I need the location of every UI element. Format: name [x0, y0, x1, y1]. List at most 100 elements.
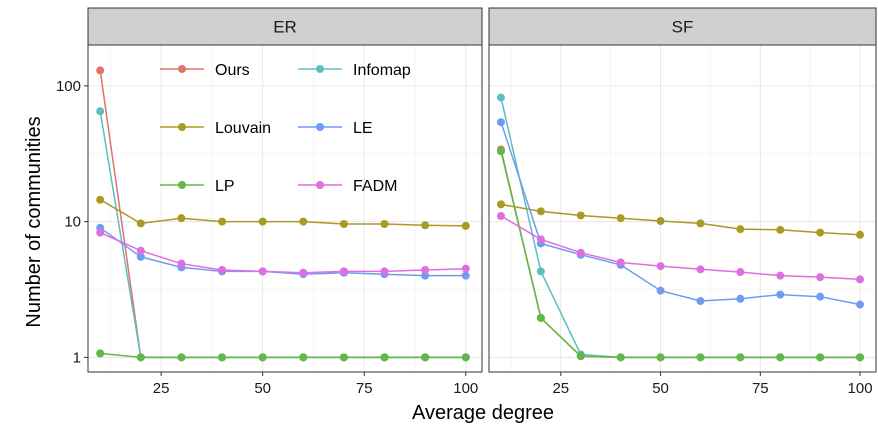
data-point-louvain — [816, 228, 825, 237]
data-point-louvain — [736, 225, 745, 234]
data-point-louvain — [696, 219, 705, 228]
data-point-lp — [776, 353, 785, 362]
data-point-fadm — [177, 259, 186, 268]
data-point-fadm — [96, 228, 105, 237]
x-tick-label: 100 — [453, 380, 478, 397]
data-point-fadm — [736, 268, 745, 277]
data-point-lp — [136, 353, 145, 362]
data-point-le — [461, 271, 470, 280]
plot-background — [88, 45, 482, 372]
data-point-lp — [696, 353, 705, 362]
data-point-louvain — [656, 217, 665, 226]
data-point-fadm — [421, 266, 430, 275]
data-point-infomap — [496, 93, 505, 102]
legend-label: LE — [353, 120, 373, 137]
series-line-lp — [100, 352, 466, 359]
data-point-fadm — [656, 262, 665, 271]
data-point-lp — [380, 353, 389, 362]
data-point-louvain — [177, 214, 186, 223]
panel-sf: SF 25 50 75 100 — [488, 7, 877, 397]
plot-frame — [87, 44, 483, 373]
legend: Ours Infomap Louvain LE LP FADM — [160, 62, 411, 195]
legend-key-point — [178, 65, 186, 73]
legend-item-ours: Ours — [160, 62, 250, 79]
x-axis-title: Average degree — [412, 402, 554, 424]
data-point-fadm — [696, 265, 705, 274]
x-tick-label: 50 — [254, 380, 271, 397]
data-point-lp — [177, 353, 186, 362]
data-point-fadm — [776, 271, 785, 280]
data-point-fadm — [576, 248, 585, 257]
data-point-le — [421, 271, 430, 280]
data-point-lp — [736, 353, 745, 362]
data-point-le — [656, 286, 665, 295]
legend-item-louvain: Louvain — [160, 120, 271, 137]
data-point-fadm — [218, 266, 227, 275]
series-line-louvain — [99, 199, 466, 227]
data-point-lp — [96, 349, 105, 358]
x-tick-label: 75 — [356, 380, 373, 397]
y-tick-label: 10 — [64, 214, 81, 231]
data-point-louvain — [576, 211, 585, 220]
data-point-infomap — [96, 107, 105, 116]
data-point-louvain — [258, 217, 267, 226]
plot-background — [489, 45, 876, 372]
series-line-fadm — [99, 231, 466, 274]
data-point-fadm — [856, 275, 865, 284]
data-point-lp — [258, 353, 267, 362]
strip-er — [87, 7, 483, 46]
data-point-lp — [461, 353, 470, 362]
data-point-lp — [616, 353, 625, 362]
data-point-fadm — [380, 267, 389, 276]
y-tick-label: 1 — [73, 349, 81, 366]
data-point-le — [736, 294, 745, 303]
data-point-le — [136, 252, 145, 261]
data-point-louvain — [776, 225, 785, 234]
series-line-fadm — [500, 215, 861, 281]
data-point-louvain — [299, 217, 308, 226]
data-point-ours — [96, 66, 105, 75]
data-point-louvain — [380, 220, 389, 229]
data-point-lp — [816, 353, 825, 362]
x-tick-label: 25 — [153, 380, 170, 397]
data-point-le — [856, 300, 865, 309]
data-point-lp — [339, 353, 348, 362]
data-point-lp — [218, 353, 227, 362]
data-point-fadm — [816, 273, 825, 282]
data-point-le — [696, 297, 705, 306]
x-tick-label: 25 — [552, 380, 569, 397]
data-point-lp — [299, 353, 308, 362]
legend-item-lp: LP — [160, 178, 235, 195]
legend-key-point — [316, 181, 324, 189]
legend-key-point — [316, 65, 324, 73]
data-point-louvain — [496, 200, 505, 209]
data-point-lp — [496, 147, 505, 156]
panel-er: ER 25 50 75 100 — [87, 7, 483, 397]
data-point-louvain — [461, 221, 470, 230]
data-point-le — [496, 118, 505, 127]
strip-label: SF — [672, 18, 694, 37]
data-point-le — [776, 290, 785, 299]
data-point-louvain — [218, 217, 227, 226]
data-point-fadm — [496, 211, 505, 220]
legend-label: LP — [215, 178, 235, 195]
strip-label: ER — [273, 18, 297, 37]
data-point-louvain — [536, 207, 545, 216]
x-tick-label: 50 — [652, 380, 669, 397]
data-point-fadm — [461, 264, 470, 273]
legend-key-point — [316, 123, 324, 131]
data-point-louvain — [616, 214, 625, 223]
data-point-lp — [536, 313, 545, 322]
legend-key-point — [178, 123, 186, 131]
data-point-louvain — [96, 195, 105, 204]
legend-item-le: LE — [298, 120, 373, 137]
x-tick-label: 75 — [752, 380, 769, 397]
data-point-fadm — [536, 235, 545, 244]
series-line-le — [500, 121, 861, 306]
data-point-fadm — [136, 246, 145, 255]
data-point-lp — [856, 353, 865, 362]
legend-label: Ours — [215, 62, 250, 79]
data-point-fadm — [258, 267, 267, 276]
series-line-lp — [500, 151, 860, 359]
